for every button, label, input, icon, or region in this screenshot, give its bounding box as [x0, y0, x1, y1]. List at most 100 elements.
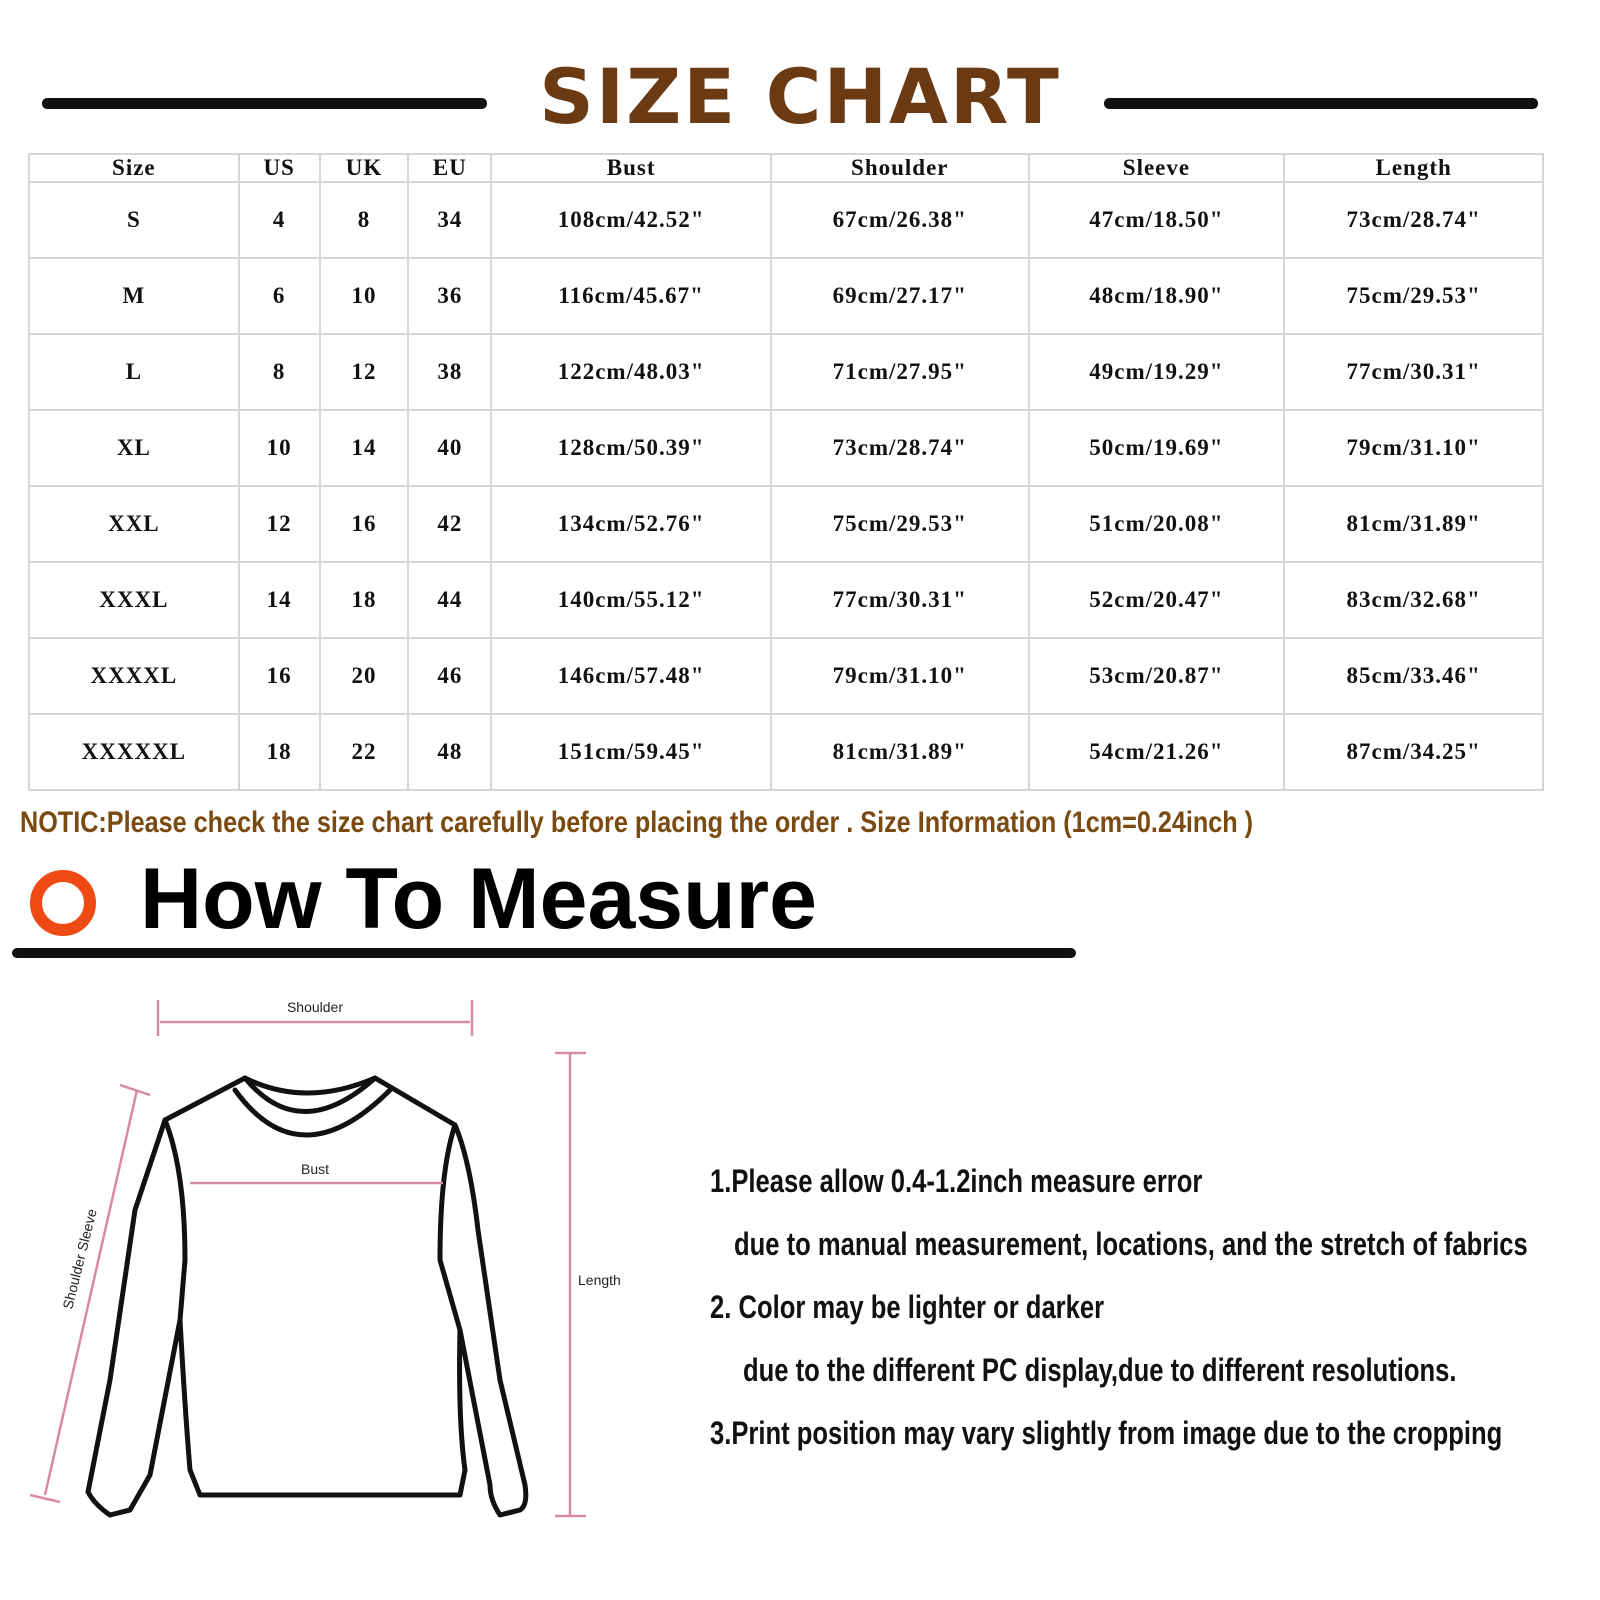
table-row: XXXXL 16 20 46 146cm/57.48" 79cm/31.10" 53cm/2… — [28, 637, 1544, 715]
table-cell: 81cm/31.89" — [1283, 485, 1544, 563]
table-row: L 8 12 38 122cm/48.03" 71cm/27.95" 49cm/19.29"… — [28, 333, 1544, 411]
table-cell: XXXL — [28, 561, 240, 639]
table-cell: 46 — [407, 637, 493, 715]
table-cell: 4 — [237, 181, 321, 259]
table-cell: 108cm/42.52" — [490, 181, 772, 259]
section-rule — [12, 948, 1076, 958]
table-cell: 44 — [407, 561, 493, 639]
column-header: Size — [28, 153, 240, 183]
table-cell: 75cm/29.53" — [1283, 257, 1544, 335]
table-row: S 4 8 34 108cm/42.52" 67cm/26.38" 47cm/18.50" 7… — [28, 181, 1544, 259]
sweater-diagram: Shoulder Bust Length Shoulder Sleeve — [29, 999, 621, 1518]
column-header: Sleeve — [1027, 153, 1286, 183]
table-cell: 116cm/45.67" — [490, 257, 772, 335]
table-cell: 50cm/19.69" — [1027, 409, 1286, 487]
table-cell: 36 — [407, 257, 493, 335]
table-cell: 73cm/28.74" — [1283, 181, 1544, 259]
table-cell: 69cm/27.17" — [769, 257, 1030, 335]
table-row: XL 10 14 40 128cm/50.39" 73cm/28.74" 50cm/19.6… — [28, 409, 1544, 487]
table-cell: XXXXL — [28, 637, 240, 715]
table-cell: 14 — [318, 409, 410, 487]
note-1: 1.Please allow 0.4-1.2inch measure error — [710, 1163, 1203, 1199]
table-cell: 75cm/29.53" — [769, 485, 1030, 563]
table-cell: 77cm/30.31" — [769, 561, 1030, 639]
table-cell: 8 — [237, 333, 321, 411]
table-cell: 151cm/59.45" — [490, 713, 772, 791]
diagram-label-length: Length — [578, 1272, 621, 1288]
table-cell: 42 — [407, 485, 493, 563]
table-cell: 53cm/20.87" — [1027, 637, 1286, 715]
table-cell: 48 — [407, 713, 493, 791]
table-cell: 79cm/31.10" — [769, 637, 1030, 715]
table-cell: 49cm/19.29" — [1027, 333, 1286, 411]
diagram-label-sleeve: Shoulder Sleeve — [59, 1207, 99, 1311]
table-cell: 87cm/34.25" — [1283, 713, 1544, 791]
table-cell: 16 — [237, 637, 321, 715]
table-cell: 85cm/33.46" — [1283, 637, 1544, 715]
diagram-label-bust: Bust — [301, 1161, 329, 1177]
table-cell: 77cm/30.31" — [1283, 333, 1544, 411]
ring-icon — [30, 870, 96, 936]
table-cell: 140cm/55.12" — [490, 561, 772, 639]
table-cell: 122cm/48.03" — [490, 333, 772, 411]
table-cell: M — [28, 257, 240, 335]
notice-text: NOTIC:Please check the size chart carefu… — [20, 806, 1254, 839]
table-cell: 6 — [237, 257, 321, 335]
table-cell: 48cm/18.90" — [1027, 257, 1286, 335]
column-header: EU — [407, 153, 493, 183]
note-3: 3.Print position may vary slightly from … — [710, 1415, 1503, 1451]
table-cell: 8 — [318, 181, 410, 259]
table-cell: 10 — [237, 409, 321, 487]
column-header: Shoulder — [769, 153, 1030, 183]
column-header: US — [237, 153, 321, 183]
table-cell: 146cm/57.48" — [490, 637, 772, 715]
how-to-measure-title: How To Measure — [140, 851, 817, 947]
table-header-row: Size US UK EU Bust Shoulder Sleeve Length — [28, 153, 1544, 183]
table-cell: 12 — [318, 333, 410, 411]
note-1-cont: due to manual measurement, locations, an… — [734, 1226, 1528, 1262]
table-cell: 83cm/32.68" — [1283, 561, 1544, 639]
table-cell: L — [28, 333, 240, 411]
table-cell: 52cm/20.47" — [1027, 561, 1286, 639]
sweater-outline — [85, 1075, 529, 1518]
table-cell: 54cm/21.26" — [1027, 713, 1286, 791]
table-cell: 12 — [237, 485, 321, 563]
column-header: Bust — [490, 153, 772, 183]
table-cell: 71cm/27.95" — [769, 333, 1030, 411]
table-cell: 81cm/31.89" — [769, 713, 1030, 791]
table-cell: 128cm/50.39" — [490, 409, 772, 487]
table-cell: 14 — [237, 561, 321, 639]
table-cell: 40 — [407, 409, 493, 487]
table-cell: 34 — [407, 181, 493, 259]
table-cell: 73cm/28.74" — [769, 409, 1030, 487]
title-rule-right — [1104, 98, 1538, 109]
table-cell: 18 — [237, 713, 321, 791]
note-2: 2. Color may be lighter or darker — [710, 1289, 1105, 1325]
table-cell: 67cm/26.38" — [769, 181, 1030, 259]
table-cell: 79cm/31.10" — [1283, 409, 1544, 487]
measure-lines — [29, 1000, 586, 1518]
table-row: M 6 10 36 116cm/45.67" 69cm/27.17" 48cm/18.90"… — [28, 257, 1544, 335]
diagram-label-shoulder: Shoulder — [287, 999, 343, 1015]
table-cell: XL — [28, 409, 240, 487]
table-cell: 22 — [318, 713, 410, 791]
table-cell: XXXXXL — [28, 713, 240, 791]
table-cell: 18 — [318, 561, 410, 639]
column-header: Length — [1283, 153, 1544, 183]
table-cell: 134cm/52.76" — [490, 485, 772, 563]
table-cell: 51cm/20.08" — [1027, 485, 1286, 563]
table-row: XXXL 14 18 44 140cm/55.12" 77cm/30.31" 52cm/20… — [28, 561, 1544, 639]
table-cell: 47cm/18.50" — [1027, 181, 1286, 259]
table-cell: 16 — [318, 485, 410, 563]
page-title: SIZE CHART — [539, 52, 1061, 141]
note-2-cont: due to the different PC display,due to d… — [743, 1352, 1457, 1388]
table-cell: S — [28, 181, 240, 259]
table-row: XXL 12 16 42 134cm/52.76" 75cm/29.53" 51cm/20.… — [28, 485, 1544, 563]
table-cell: 20 — [318, 637, 410, 715]
size-table: Size US UK EU Bust Shoulder Sleeve Length S 4 8 34… — [28, 153, 1544, 791]
table-row: XXXXXL 18 22 48 151cm/59.45" 81cm/31.89" 54cm/… — [28, 713, 1544, 791]
table-cell: XXL — [28, 485, 240, 563]
table-cell: 38 — [407, 333, 493, 411]
title-rule-left — [42, 98, 487, 109]
table-cell: 10 — [318, 257, 410, 335]
